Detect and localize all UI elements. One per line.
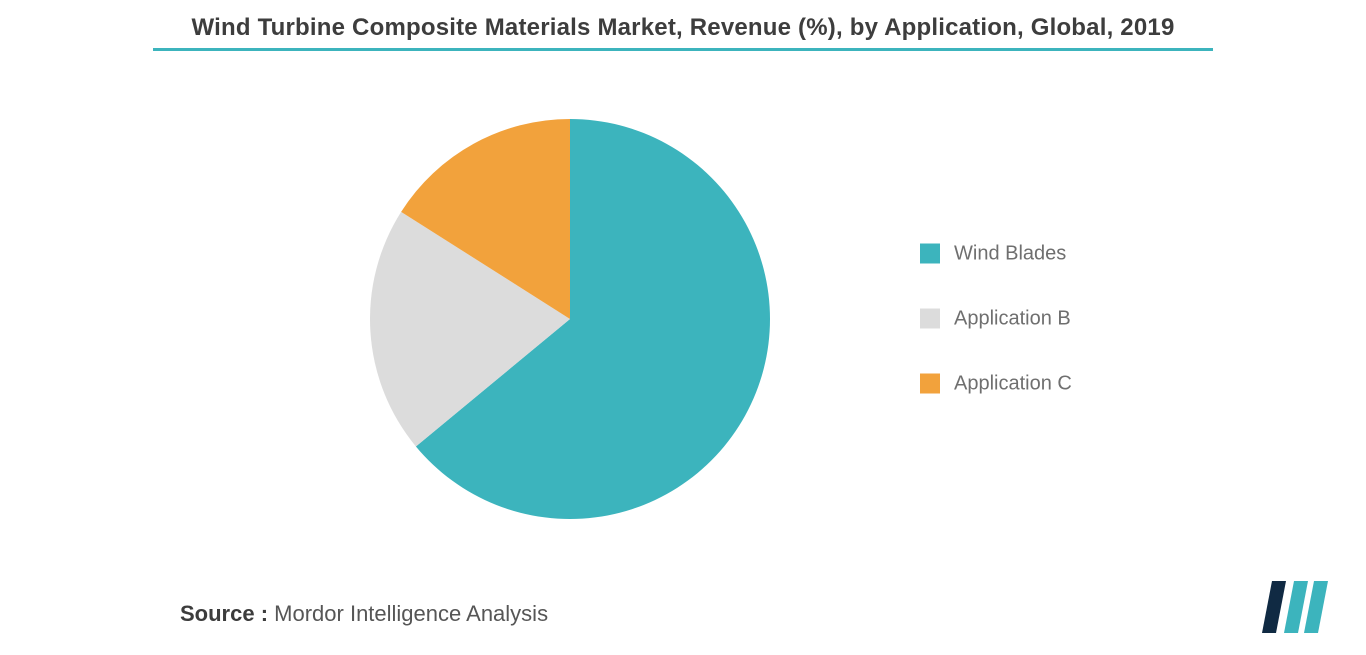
legend-swatch [920, 309, 940, 329]
pie-chart [370, 119, 770, 519]
chart-title: Wind Turbine Composite Materials Market,… [191, 14, 1174, 42]
title-underline [153, 48, 1213, 51]
pie-svg [370, 119, 770, 519]
brand-logo [1260, 581, 1330, 633]
logo-bar [1284, 581, 1308, 633]
title-block: Wind Turbine Composite Materials Market,… [0, 0, 1366, 51]
legend-swatch [920, 374, 940, 394]
chart-area: Wind Blades Application B Application C [0, 72, 1366, 565]
legend-item: Application B [920, 307, 1072, 330]
legend: Wind Blades Application B Application C [920, 242, 1072, 395]
legend-swatch [920, 244, 940, 264]
source-line: Source : Mordor Intelligence Analysis [180, 601, 548, 627]
legend-label: Application B [954, 307, 1071, 330]
legend-item: Application C [920, 372, 1072, 395]
logo-bar [1304, 581, 1328, 633]
legend-item: Wind Blades [920, 242, 1072, 265]
legend-label: Wind Blades [954, 242, 1066, 265]
logo-bar [1262, 581, 1286, 633]
source-label: Source : [180, 601, 268, 626]
chart-card: Wind Turbine Composite Materials Market,… [0, 0, 1366, 655]
source-text: Mordor Intelligence Analysis [274, 601, 548, 626]
legend-label: Application C [954, 372, 1072, 395]
mordor-logo-icon [1260, 581, 1330, 633]
